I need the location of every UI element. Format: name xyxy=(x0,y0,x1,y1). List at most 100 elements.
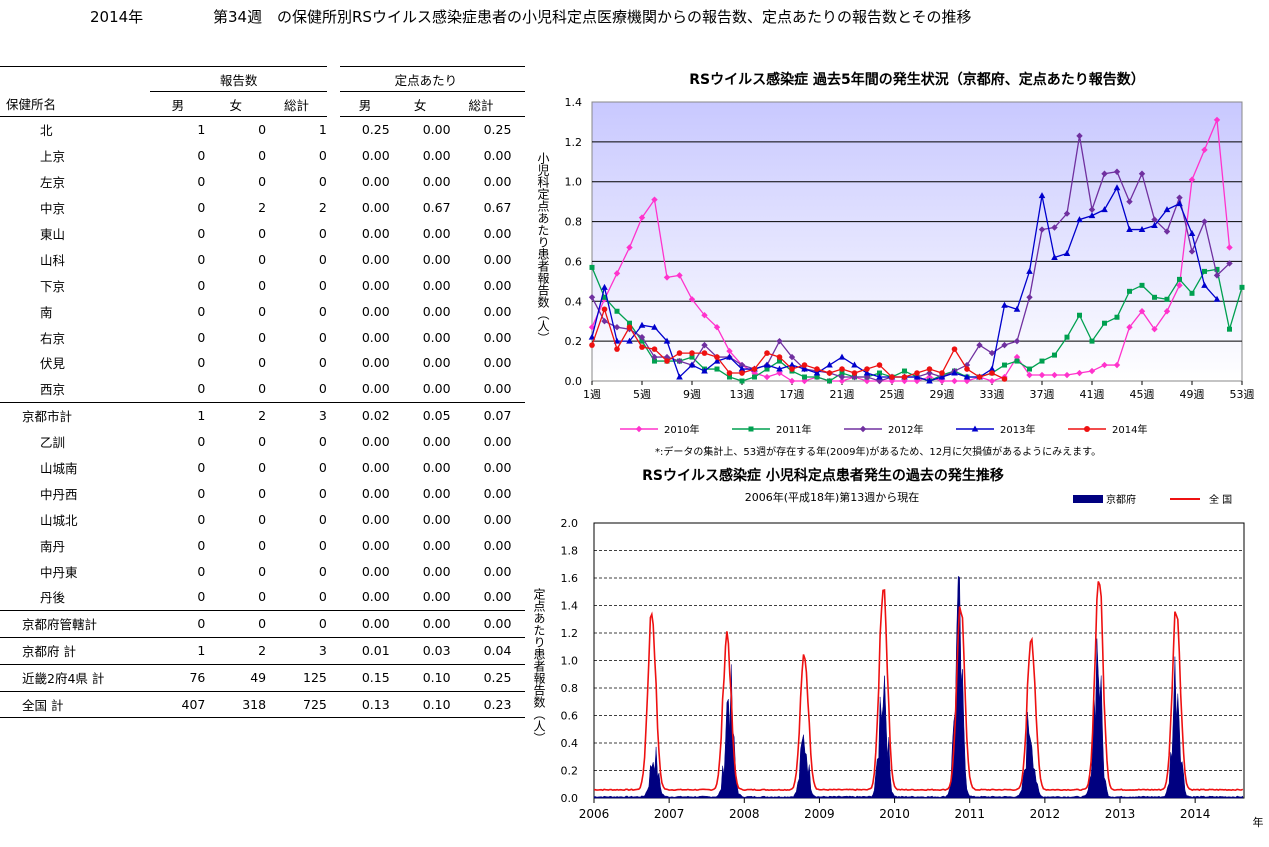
table-row: 左京 0 0 0 0.00 0.00 0.00 xyxy=(0,169,525,195)
data-point xyxy=(589,264,595,270)
per-female: 0.00 xyxy=(422,563,451,579)
per-male: 0.00 xyxy=(361,200,390,216)
data-point xyxy=(826,370,833,376)
data-point xyxy=(763,361,771,368)
table-row: 西京 0 0 0 0.00 0.00 0.00 xyxy=(0,375,525,403)
table-row: 山城北 0 0 0 0.00 0.00 0.00 xyxy=(0,506,525,532)
male-count: 0 xyxy=(197,174,206,190)
header-year: 2014年 xyxy=(90,8,144,26)
station-name: 乙訓 xyxy=(40,435,66,451)
data-point xyxy=(938,373,946,380)
male-count: 1 xyxy=(150,401,206,429)
male-count: 0 xyxy=(197,511,206,527)
total-count: 0 xyxy=(318,485,327,501)
per-female: 0.00 xyxy=(422,226,451,241)
table-row: 京都府管轄計 0 0 0 0.00 0.00 0.00 xyxy=(0,609,525,638)
chart-subtitle: 2006年(平成18年)第13週から現在 xyxy=(745,490,920,504)
total-count: 3 xyxy=(266,636,327,665)
data-point xyxy=(951,369,958,376)
data-point xyxy=(1113,361,1121,369)
data-point xyxy=(651,323,658,330)
data-point xyxy=(1001,341,1008,349)
data-point xyxy=(764,366,770,372)
per-male: 0.00 xyxy=(361,434,390,450)
y-tick-label: 0.2 xyxy=(561,765,579,778)
male-count: 0 xyxy=(197,434,206,450)
data-point xyxy=(1214,266,1220,272)
legend-label: 2012年 xyxy=(888,423,923,436)
data-point xyxy=(1176,194,1183,201)
total-count: 0 xyxy=(318,277,327,293)
data-point xyxy=(601,283,608,290)
data-point xyxy=(1027,366,1032,372)
per-male: 0.00 xyxy=(361,460,390,476)
data-point xyxy=(838,373,846,381)
x-tick-label: 25週 xyxy=(880,388,905,401)
data-point xyxy=(851,361,858,368)
header-reports: 報告数 xyxy=(150,66,327,92)
data-point xyxy=(1076,132,1083,140)
data-point xyxy=(1038,371,1046,379)
table-row: 南丹 0 0 0 0.00 0.00 0.00 xyxy=(0,532,525,558)
x-tick-label: 17週 xyxy=(780,388,805,401)
x-tick-label: 2007 xyxy=(654,807,685,821)
data-point xyxy=(676,357,683,365)
data-point xyxy=(839,366,845,372)
per-female: 0.00 xyxy=(422,329,451,345)
female-count: 0 xyxy=(258,355,267,371)
data-point xyxy=(851,373,858,381)
x-tick-label: 5週 xyxy=(633,388,651,401)
per-male: 0.00 xyxy=(361,355,390,371)
per-male: 0.13 xyxy=(340,690,390,719)
data-point xyxy=(1001,301,1008,308)
data-point xyxy=(951,346,958,352)
total-count: 0 xyxy=(318,303,327,319)
per-total: 0.00 xyxy=(483,511,512,527)
data-point xyxy=(889,374,895,380)
data-point xyxy=(1013,305,1021,312)
data-point xyxy=(652,358,657,364)
per-female: 0.00 xyxy=(422,511,451,527)
data-point xyxy=(739,370,745,376)
female-count: 0 xyxy=(205,375,267,403)
per-female: 0.00 xyxy=(422,122,451,138)
per-total: 0.00 xyxy=(483,434,512,450)
y-tick-label: 1.2 xyxy=(565,136,583,149)
male-count: 0 xyxy=(197,563,206,579)
data-point xyxy=(1063,371,1071,379)
station-name: 全国 計 xyxy=(0,690,151,719)
x-tick-label: 2006 xyxy=(579,807,610,821)
weekly-chart: 0.0 0.2 0.4 0.6 0.8 1.0 1.2 1.4 1週 5週 9週 13週 17週 21週 2… xyxy=(536,71,1255,458)
per-total: 0.04 xyxy=(450,636,512,665)
female-count: 0 xyxy=(258,174,267,190)
y-tick-label: 1.4 xyxy=(565,96,583,109)
table-row: 東山 0 0 0 0.00 0.00 0.00 xyxy=(0,221,525,247)
data-point xyxy=(1076,216,1083,223)
station-name: 山城南 xyxy=(40,461,78,477)
total-count: 0 xyxy=(318,174,327,190)
x-tick-label: 2008 xyxy=(729,807,760,821)
female-count: 0 xyxy=(258,303,267,319)
data-point xyxy=(1101,206,1108,213)
x-tick-label: 2013 xyxy=(1105,807,1136,821)
data-point xyxy=(727,374,732,380)
data-point xyxy=(627,320,632,326)
x-tick-label: 37週 xyxy=(1030,388,1055,401)
per-male: 0.00 xyxy=(361,329,390,345)
male-count: 407 xyxy=(150,690,206,719)
per-female: 0.10 xyxy=(389,690,451,719)
data-point xyxy=(851,370,858,376)
data-point xyxy=(752,374,757,380)
female-count: 0 xyxy=(205,609,267,638)
data-point xyxy=(1076,369,1083,377)
data-point xyxy=(776,337,783,345)
data-point xyxy=(913,373,921,380)
data-point xyxy=(1088,367,1096,375)
data-point xyxy=(876,362,883,368)
data-point xyxy=(839,370,845,376)
y-tick-label: 0.6 xyxy=(565,255,583,268)
x-axis-label: 年 xyxy=(1253,815,1264,829)
data-point xyxy=(1213,116,1221,124)
station-name: 山科 xyxy=(40,252,66,268)
station-name: 京都府管轄計 xyxy=(0,609,151,638)
